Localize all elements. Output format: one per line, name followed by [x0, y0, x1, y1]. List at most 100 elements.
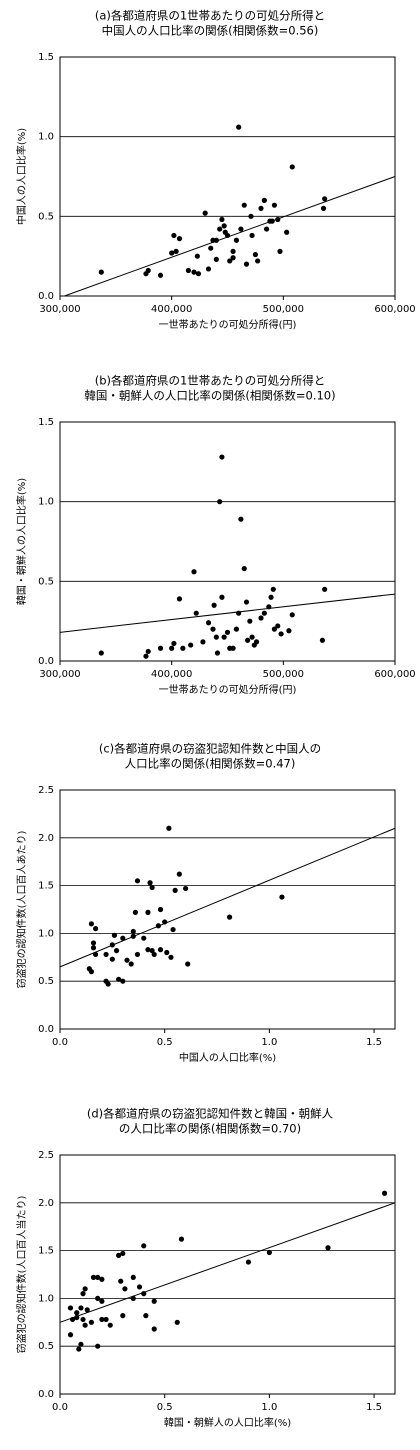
data-point: [275, 216, 281, 223]
data-point: [166, 825, 172, 831]
data-point: [95, 1343, 101, 1349]
y-tick-label: 0.0: [38, 291, 54, 302]
data-point: [238, 516, 244, 522]
data-point: [219, 216, 225, 223]
data-point: [95, 1295, 101, 1301]
data-point: [249, 634, 255, 640]
data-point: [92, 926, 99, 932]
chart-title: (b)各都道府県の1世帯あたりの可処分所得と: [95, 374, 326, 388]
chart-title: (a)各都道府県の1世帯あたりの可処分所得と: [95, 9, 325, 23]
data-point: [151, 1326, 157, 1332]
x-tick-label: 1.0: [261, 1402, 277, 1413]
x-tick-label: 1.5: [366, 1037, 382, 1048]
data-point: [180, 645, 186, 651]
trend-line: [59, 1202, 396, 1323]
data-point: [233, 626, 240, 632]
data-point: [236, 124, 242, 130]
data-point: [82, 1286, 88, 1292]
data-point: [238, 226, 244, 232]
data-point: [78, 1305, 84, 1311]
data-point: [155, 923, 162, 929]
data-point: [98, 650, 104, 656]
data-point: [99, 1298, 105, 1304]
data-point: [99, 1276, 105, 1282]
data-point: [105, 981, 111, 987]
data-point: [90, 945, 97, 951]
data-point: [134, 951, 141, 958]
y-tick-label: 2.5: [38, 1150, 54, 1161]
y-tick-label: 1.5: [38, 881, 54, 892]
data-point: [289, 164, 295, 170]
data-point: [233, 237, 240, 243]
data-point: [169, 645, 175, 651]
data-point: [147, 880, 153, 886]
data-point: [230, 645, 236, 651]
data-point: [128, 961, 134, 967]
x-tick-label: 0.0: [52, 1037, 68, 1048]
data-point: [122, 1286, 128, 1292]
data-point: [74, 1314, 80, 1321]
data-point: [241, 565, 247, 572]
data-point: [157, 272, 164, 278]
data-point: [243, 261, 250, 267]
data-point: [88, 1319, 95, 1325]
data-point: [214, 650, 221, 656]
data-point: [241, 202, 247, 208]
y-axis-label: 窃盗犯の認知件数(人口百人あたり): [15, 831, 28, 989]
data-point: [325, 1245, 331, 1251]
data-point: [69, 1316, 76, 1323]
x-tick-label: 0.5: [157, 1402, 173, 1413]
data-point: [120, 1313, 126, 1319]
data-point: [191, 269, 197, 275]
data-point: [224, 629, 231, 635]
data-point: [195, 271, 202, 277]
y-tick-label: 0.5: [38, 211, 54, 222]
data-point: [248, 213, 254, 219]
data-point: [78, 1341, 84, 1347]
data-point: [226, 914, 233, 920]
data-point: [208, 245, 214, 251]
data-point: [245, 1259, 252, 1265]
data-point: [84, 1307, 90, 1313]
data-point: [183, 885, 189, 892]
x-axis-label: 一世帯あたりの可処分所得(円): [159, 318, 297, 331]
data-point: [213, 237, 219, 243]
data-point: [221, 223, 227, 229]
data-point: [118, 1278, 124, 1284]
data-point: [109, 942, 115, 948]
data-point: [219, 594, 225, 600]
data-point: [188, 642, 194, 648]
data-point: [76, 1346, 82, 1352]
data-point: [286, 628, 292, 634]
data-point: [205, 266, 212, 272]
data-point: [213, 256, 219, 262]
data-point: [111, 932, 118, 938]
data-point: [271, 626, 277, 632]
data-point: [95, 1274, 101, 1280]
data-point: [230, 248, 236, 254]
y-tick-label: 2.5: [38, 785, 54, 796]
data-point: [162, 919, 168, 925]
data-point: [270, 586, 276, 592]
x-axis-label: 一世帯あたりの可処分所得(円): [159, 683, 297, 696]
x-tick-label: 500,000: [263, 669, 304, 680]
data-point: [157, 947, 164, 953]
data-point: [141, 1291, 147, 1297]
y-tick-label: 2.0: [38, 833, 54, 844]
data-point: [258, 205, 264, 211]
y-tick-label: 0.0: [38, 1024, 54, 1035]
data-point: [116, 976, 122, 982]
data-point: [185, 267, 192, 274]
data-point: [88, 921, 95, 927]
data-point: [149, 948, 155, 954]
trend-line: [59, 593, 396, 633]
data-point: [268, 594, 274, 600]
y-tick-label: 1.5: [38, 52, 54, 63]
data-point: [255, 258, 261, 264]
x-tick-label: 0.5: [157, 1037, 173, 1048]
data-point: [171, 232, 177, 239]
data-point: [193, 610, 199, 616]
data-point: [221, 634, 227, 640]
data-point: [217, 226, 223, 232]
